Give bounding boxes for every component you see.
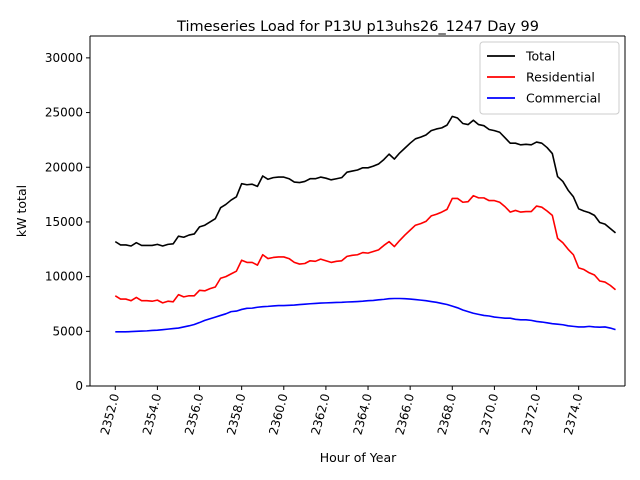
x-tick-label: 2356.0 [182, 392, 206, 436]
x-tick-label: 2358.0 [224, 392, 248, 436]
x-tick-label: 2354.0 [140, 392, 164, 436]
y-tick-label: 15000 [45, 215, 83, 229]
legend: Total Residential Commercial [479, 41, 620, 115]
y-tick-label: 10000 [45, 270, 83, 284]
y-tick-label: 0 [75, 379, 83, 393]
y-tick-label: 20000 [45, 160, 83, 174]
x-tick-label: 2366.0 [393, 392, 417, 436]
y-tick-label: 25000 [45, 106, 83, 120]
series-line-total [114, 115, 617, 247]
series-line-commercial [115, 297, 616, 333]
y-tick-label: 30000 [45, 51, 83, 65]
axes-frame [89, 35, 626, 387]
x-ticks: 2352.0 2354.0 2356.0 2358.0 2360.0 2362.0 2364… [98, 386, 586, 436]
x-tick-label: 2370.0 [477, 392, 501, 436]
x-tick-label: 2364.0 [351, 392, 375, 436]
legend-box [479, 41, 620, 115]
y-ticks: 0 5000 10000 15000 20000 25000 30000 [45, 51, 90, 393]
legend-label-residential: Residential [526, 70, 595, 85]
x-tick-label: 2374.0 [561, 392, 585, 436]
y-tick-label: 5000 [52, 324, 83, 338]
x-tick-label: 2368.0 [435, 392, 459, 436]
x-tick-label: 2362.0 [308, 392, 332, 436]
legend-label-total: Total [525, 49, 555, 64]
x-tick-label: 2372.0 [519, 392, 543, 436]
x-tick-label: 2360.0 [266, 392, 290, 436]
x-axis-label: Hour of Year [320, 450, 397, 465]
y-axis-label: kW total [14, 185, 29, 237]
legend-label-commercial: Commercial [526, 91, 601, 106]
series-layer [114, 115, 617, 333]
series-line-residential [114, 194, 617, 304]
chart-title: Timeseries Load for P13U p13uhs26_1247 D… [176, 19, 539, 35]
x-tick-label: 2352.0 [98, 392, 122, 436]
